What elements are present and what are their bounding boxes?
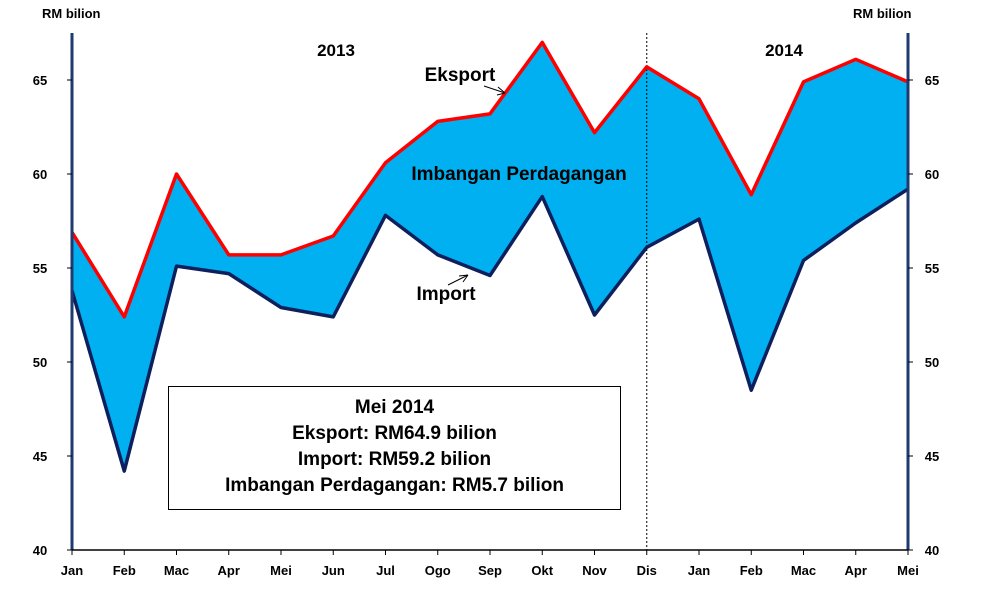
x-tick-label: Feb — [740, 563, 763, 578]
info-import: Import: RM59.2 bilion — [297, 449, 492, 470]
x-tick-label: Mei — [270, 563, 292, 578]
x-tick-label: Apr — [218, 563, 240, 578]
x-tick-label: Jul — [376, 563, 395, 578]
y-axis-unit-left: RM bilion — [42, 6, 101, 21]
info-box: Mei 2014 Eksport: RM64.9 bilion Import: … — [168, 386, 621, 510]
y-tick-label-left: 50 — [33, 355, 47, 370]
info-title: Mei 2014 — [354, 397, 435, 418]
annotation-eksport: Eksport — [425, 65, 496, 86]
x-tick-label: Jan — [688, 563, 710, 578]
x-tick-label: Apr — [845, 563, 867, 578]
y-axis-unit-right: RM bilion — [853, 6, 912, 21]
y-tick-label-left: 60 — [33, 167, 47, 182]
annotation-import: Import — [416, 284, 476, 305]
series-line-import — [70, 187, 909, 473]
x-tick-label: Nov — [582, 563, 607, 578]
annotation-trade-balance: Imbangan Perdagangan — [411, 164, 626, 185]
annotation-arrow-eksport — [483, 85, 506, 94]
x-tick-label: Mei — [897, 563, 919, 578]
y-tick-label-right: 55 — [925, 261, 939, 276]
y-tick-label-right: 65 — [925, 73, 939, 88]
x-tick-label: Feb — [113, 563, 136, 578]
x-tick-label: Jan — [61, 563, 83, 578]
x-tick-label: Dis — [637, 563, 657, 578]
x-tick-label: Okt — [531, 563, 553, 578]
series-line-eksport — [70, 40, 909, 319]
info-eksport: Eksport: RM64.9 bilion — [292, 423, 497, 444]
x-tick-label: Sep — [478, 563, 502, 578]
year-label-2014: 2014 — [765, 41, 803, 60]
year-label-2013: 2013 — [317, 41, 355, 60]
y-tick-label-right: 40 — [925, 543, 939, 558]
trade-balance-area — [72, 42, 908, 472]
y-tick-label-right: 60 — [925, 167, 939, 182]
y-tick-label-right: 45 — [925, 449, 939, 464]
y-tick-label-left: 40 — [33, 543, 47, 558]
x-tick-label: Ogo — [425, 563, 451, 578]
info-balance: Imbangan Perdagangan: RM5.7 bilion — [225, 475, 564, 496]
x-tick-label: Mac — [164, 563, 189, 578]
x-tick-label: Jun — [322, 563, 345, 578]
y-tick-label-left: 45 — [33, 449, 47, 464]
x-tick-label: Mac — [791, 563, 816, 578]
annotation-arrowhead-import — [458, 274, 469, 283]
y-tick-label-left: 55 — [33, 261, 47, 276]
y-tick-label-right: 50 — [925, 355, 939, 370]
annotation-arrow-import — [447, 274, 469, 286]
y-tick-label-left: 65 — [33, 73, 47, 88]
annotation-arrowhead-eksport — [496, 86, 506, 96]
